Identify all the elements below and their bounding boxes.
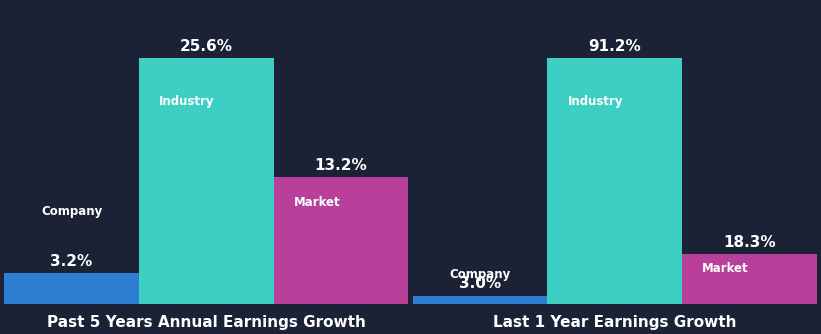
Bar (4, 273, 139, 304)
Text: 18.3%: 18.3% (723, 235, 776, 250)
X-axis label: Last 1 Year Earnings Growth: Last 1 Year Earnings Growth (493, 315, 736, 330)
Bar (139, 58, 273, 304)
Text: Company: Company (41, 205, 102, 218)
Text: 25.6%: 25.6% (180, 39, 233, 54)
Bar (682, 255, 817, 304)
Text: Market: Market (294, 196, 341, 209)
Bar (413, 296, 548, 304)
Text: Company: Company (449, 268, 511, 281)
Text: Industry: Industry (159, 95, 214, 108)
Text: 91.2%: 91.2% (589, 39, 641, 54)
Bar (273, 177, 408, 304)
Text: Industry: Industry (567, 95, 623, 108)
X-axis label: Past 5 Years Annual Earnings Growth: Past 5 Years Annual Earnings Growth (47, 315, 365, 330)
Text: Market: Market (702, 262, 749, 275)
Bar (548, 58, 682, 304)
Text: 3.2%: 3.2% (50, 254, 93, 269)
Text: 3.0%: 3.0% (459, 276, 501, 291)
Text: 13.2%: 13.2% (314, 158, 368, 173)
